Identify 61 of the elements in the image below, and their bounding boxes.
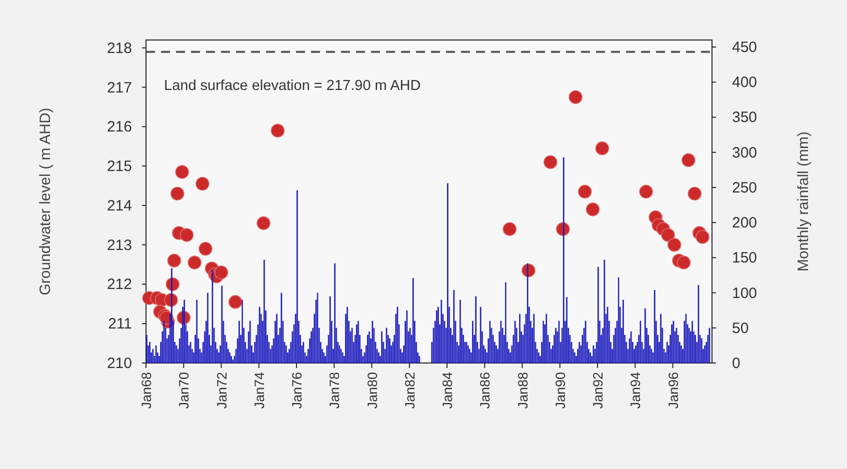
point [214,266,228,280]
point [188,256,202,270]
x-tick-label: Jan80 [364,372,380,409]
y2-tick-label: 400 [732,74,758,92]
point [568,90,582,104]
y-tick-label: 212 [106,276,132,294]
point [175,165,189,179]
y2-tick-label: 200 [732,214,758,232]
y-tick-label: 218 [106,40,132,57]
point [170,186,184,201]
x-tick-label: Jan92 [590,372,606,409]
x-tick-label: Jan74 [252,372,267,409]
point [198,242,212,256]
y-tick-label: 211 [108,316,132,333]
y2-tick-label: 250 [732,179,758,196]
point [639,184,653,199]
x-tick-label: Jan78 [327,372,342,409]
point [256,216,270,230]
point [688,186,702,201]
point [586,202,600,216]
y2-axis-title: Monthly rainfall (mm) [795,131,812,272]
x-tick-label: Jan96 [666,372,681,409]
y-tick-label: 210 [106,355,132,372]
x-tick-label: Jan94 [628,372,644,409]
y2-tick-label: 100 [732,284,758,302]
y2-tick-label: 450 [732,39,758,56]
point [696,230,710,244]
point [682,153,696,168]
x-tick-label: Jan72 [214,372,230,409]
y-axis-title: Groundwater level ( m AHD) [37,108,54,296]
point [180,228,194,242]
point [676,256,691,270]
y-tick-label: 217 [106,79,132,96]
x-tick-label: Jan88 [515,372,530,409]
y2-tick-label: 150 [732,250,758,267]
point [228,295,242,309]
x-tick-label: Jan70 [176,372,192,409]
y2-tick-label: 0 [732,355,740,372]
y-tick-label: 214 [106,197,132,214]
x-tick-label: Jan76 [290,372,304,409]
y2-tick-label: 50 [732,320,749,337]
point [595,141,610,156]
y2-tick-label: 300 [732,144,758,162]
x-tick-label: Jan84 [440,372,455,409]
x-tick-label: Jan68 [139,372,154,409]
point [544,155,558,170]
point [196,176,210,191]
x-tick-label: Jan90 [552,372,568,409]
y-tick-label: 216 [106,118,132,136]
point [661,228,675,242]
ref-line-label: Land surface elevation = 217.90 m AHD [164,78,421,94]
y-tick-label: 215 [106,158,132,176]
y2-tick-label: 350 [732,109,758,126]
x-tick-label: Jan82 [402,372,418,409]
point [167,254,182,268]
y-tick-label: 213 [106,236,132,254]
x-tick-label: Jan86 [478,372,493,409]
point [270,124,285,138]
point [502,222,517,236]
point [578,184,592,199]
point [667,238,682,252]
